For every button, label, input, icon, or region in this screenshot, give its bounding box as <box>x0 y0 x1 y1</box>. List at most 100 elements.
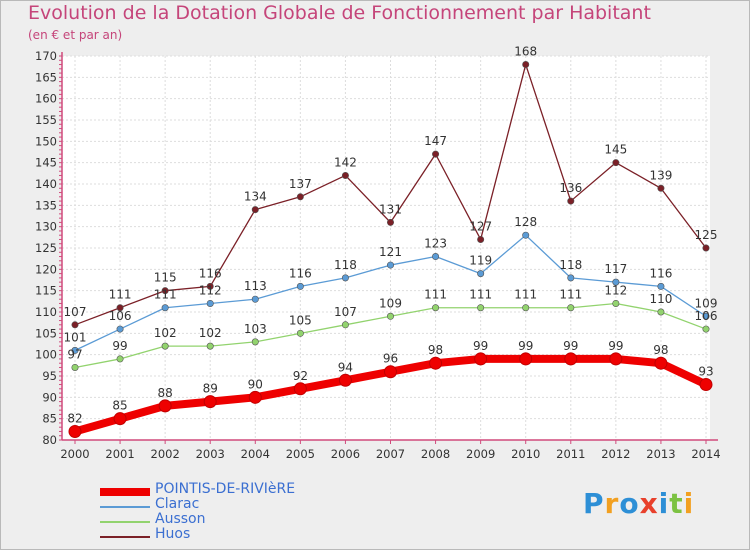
data-point <box>702 312 710 320</box>
data-label: 102 <box>199 326 222 340</box>
logo-letter: i <box>658 487 670 520</box>
data-point <box>341 321 349 329</box>
data-label: 99 <box>608 339 623 353</box>
data-point <box>296 193 304 201</box>
data-point <box>612 299 620 307</box>
data-label: 134 <box>244 190 267 204</box>
x-tick-label: 2005 <box>286 447 315 461</box>
data-point <box>567 304 575 312</box>
data-point <box>432 150 440 158</box>
legend-swatch <box>100 535 150 538</box>
data-label: 98 <box>653 343 668 357</box>
data-label: 97 <box>67 347 82 361</box>
data-point <box>161 287 169 295</box>
data-label: 99 <box>563 339 578 353</box>
data-point <box>474 352 488 366</box>
x-tick-label: 2001 <box>105 447 134 461</box>
data-point <box>522 61 530 69</box>
data-point <box>702 325 710 333</box>
logo-letter: x <box>639 487 659 520</box>
logo-letter: o <box>619 487 640 520</box>
data-point <box>161 304 169 312</box>
y-tick-label: 155 <box>35 113 57 127</box>
data-point <box>338 373 352 387</box>
chart-subtitle: (en € et par an) <box>28 28 123 42</box>
data-labels-3: 107 111 115 116 134 137 142 131 147 127 168 136 145 1… <box>64 45 718 319</box>
legend-label: Huos <box>155 526 191 542</box>
data-label: 85 <box>112 399 127 413</box>
data-point <box>251 206 259 214</box>
data-label: 105 <box>289 313 312 327</box>
data-point <box>116 325 124 333</box>
data-label: 137 <box>289 177 312 191</box>
y-tick-label: 105 <box>35 326 57 340</box>
data-label: 127 <box>469 219 492 233</box>
x-tick-label: 2009 <box>466 447 495 461</box>
data-label: 98 <box>428 343 443 357</box>
data-label: 145 <box>604 143 627 157</box>
data-label: 82 <box>67 411 82 425</box>
data-point <box>477 270 485 278</box>
data-label: 113 <box>244 279 267 293</box>
y-tick-label: 90 <box>42 390 57 404</box>
proxiti-logo: Proxiti <box>583 487 694 520</box>
data-label: 116 <box>199 266 222 280</box>
data-point <box>564 352 578 366</box>
data-point <box>477 235 485 243</box>
data-label: 88 <box>158 386 173 400</box>
x-tick-label: 2007 <box>376 447 405 461</box>
data-labels-0: 82 85 88 89 90 92 94 96 98 99 99 99 99 98 93 <box>67 339 713 426</box>
logo-letter: i <box>683 487 695 520</box>
y-tick-label: 115 <box>35 284 57 298</box>
data-point <box>68 424 82 438</box>
data-label: 93 <box>698 365 713 379</box>
data-label: 111 <box>109 288 132 302</box>
y-tick-label: 150 <box>35 134 57 148</box>
chart-title: Evolution de la Dotation Globale de Fonc… <box>28 2 651 24</box>
x-tick-label: 2004 <box>241 447 270 461</box>
data-point <box>251 295 259 303</box>
data-label: 110 <box>649 292 672 306</box>
data-point <box>432 304 440 312</box>
data-point <box>702 244 710 252</box>
y-tick-label: 100 <box>35 348 57 362</box>
data-point <box>386 218 394 226</box>
data-label: 94 <box>338 360 353 374</box>
data-point <box>386 261 394 269</box>
data-label: 116 <box>289 266 312 280</box>
series-0 <box>68 352 713 438</box>
legend-label: POINTIS-DE-RIVIèRE <box>155 481 296 497</box>
data-label: 147 <box>424 134 447 148</box>
data-label: 99 <box>112 339 127 353</box>
data-point <box>657 308 665 316</box>
data-label: 112 <box>199 283 222 297</box>
data-label: 111 <box>424 288 447 302</box>
data-label: 118 <box>334 258 357 272</box>
data-point <box>657 282 665 290</box>
logo-letter: P <box>583 487 605 520</box>
data-point <box>206 299 214 307</box>
x-tick-label: 2000 <box>60 447 89 461</box>
data-label: 99 <box>518 339 533 353</box>
x-tick-label: 2013 <box>646 447 675 461</box>
data-point <box>477 304 485 312</box>
series-1 <box>71 231 710 354</box>
data-label: 139 <box>649 168 672 182</box>
logo-letter: r <box>604 487 620 520</box>
logo-letter: t <box>669 487 684 520</box>
data-label: 90 <box>248 377 263 391</box>
data-label: 119 <box>469 254 492 268</box>
data-point <box>657 184 665 192</box>
data-point <box>522 304 530 312</box>
data-labels-1: 101 106 111 112 113 116 118 121 123 119 128 118 117 1… <box>64 215 718 344</box>
legend-swatch <box>100 487 150 496</box>
data-point <box>158 399 172 413</box>
data-label: 99 <box>473 339 488 353</box>
data-point <box>293 382 307 396</box>
data-label: 89 <box>203 382 218 396</box>
data-label: 109 <box>379 296 402 310</box>
data-label: 116 <box>649 266 672 280</box>
data-point <box>609 352 623 366</box>
data-label: 92 <box>293 369 308 383</box>
